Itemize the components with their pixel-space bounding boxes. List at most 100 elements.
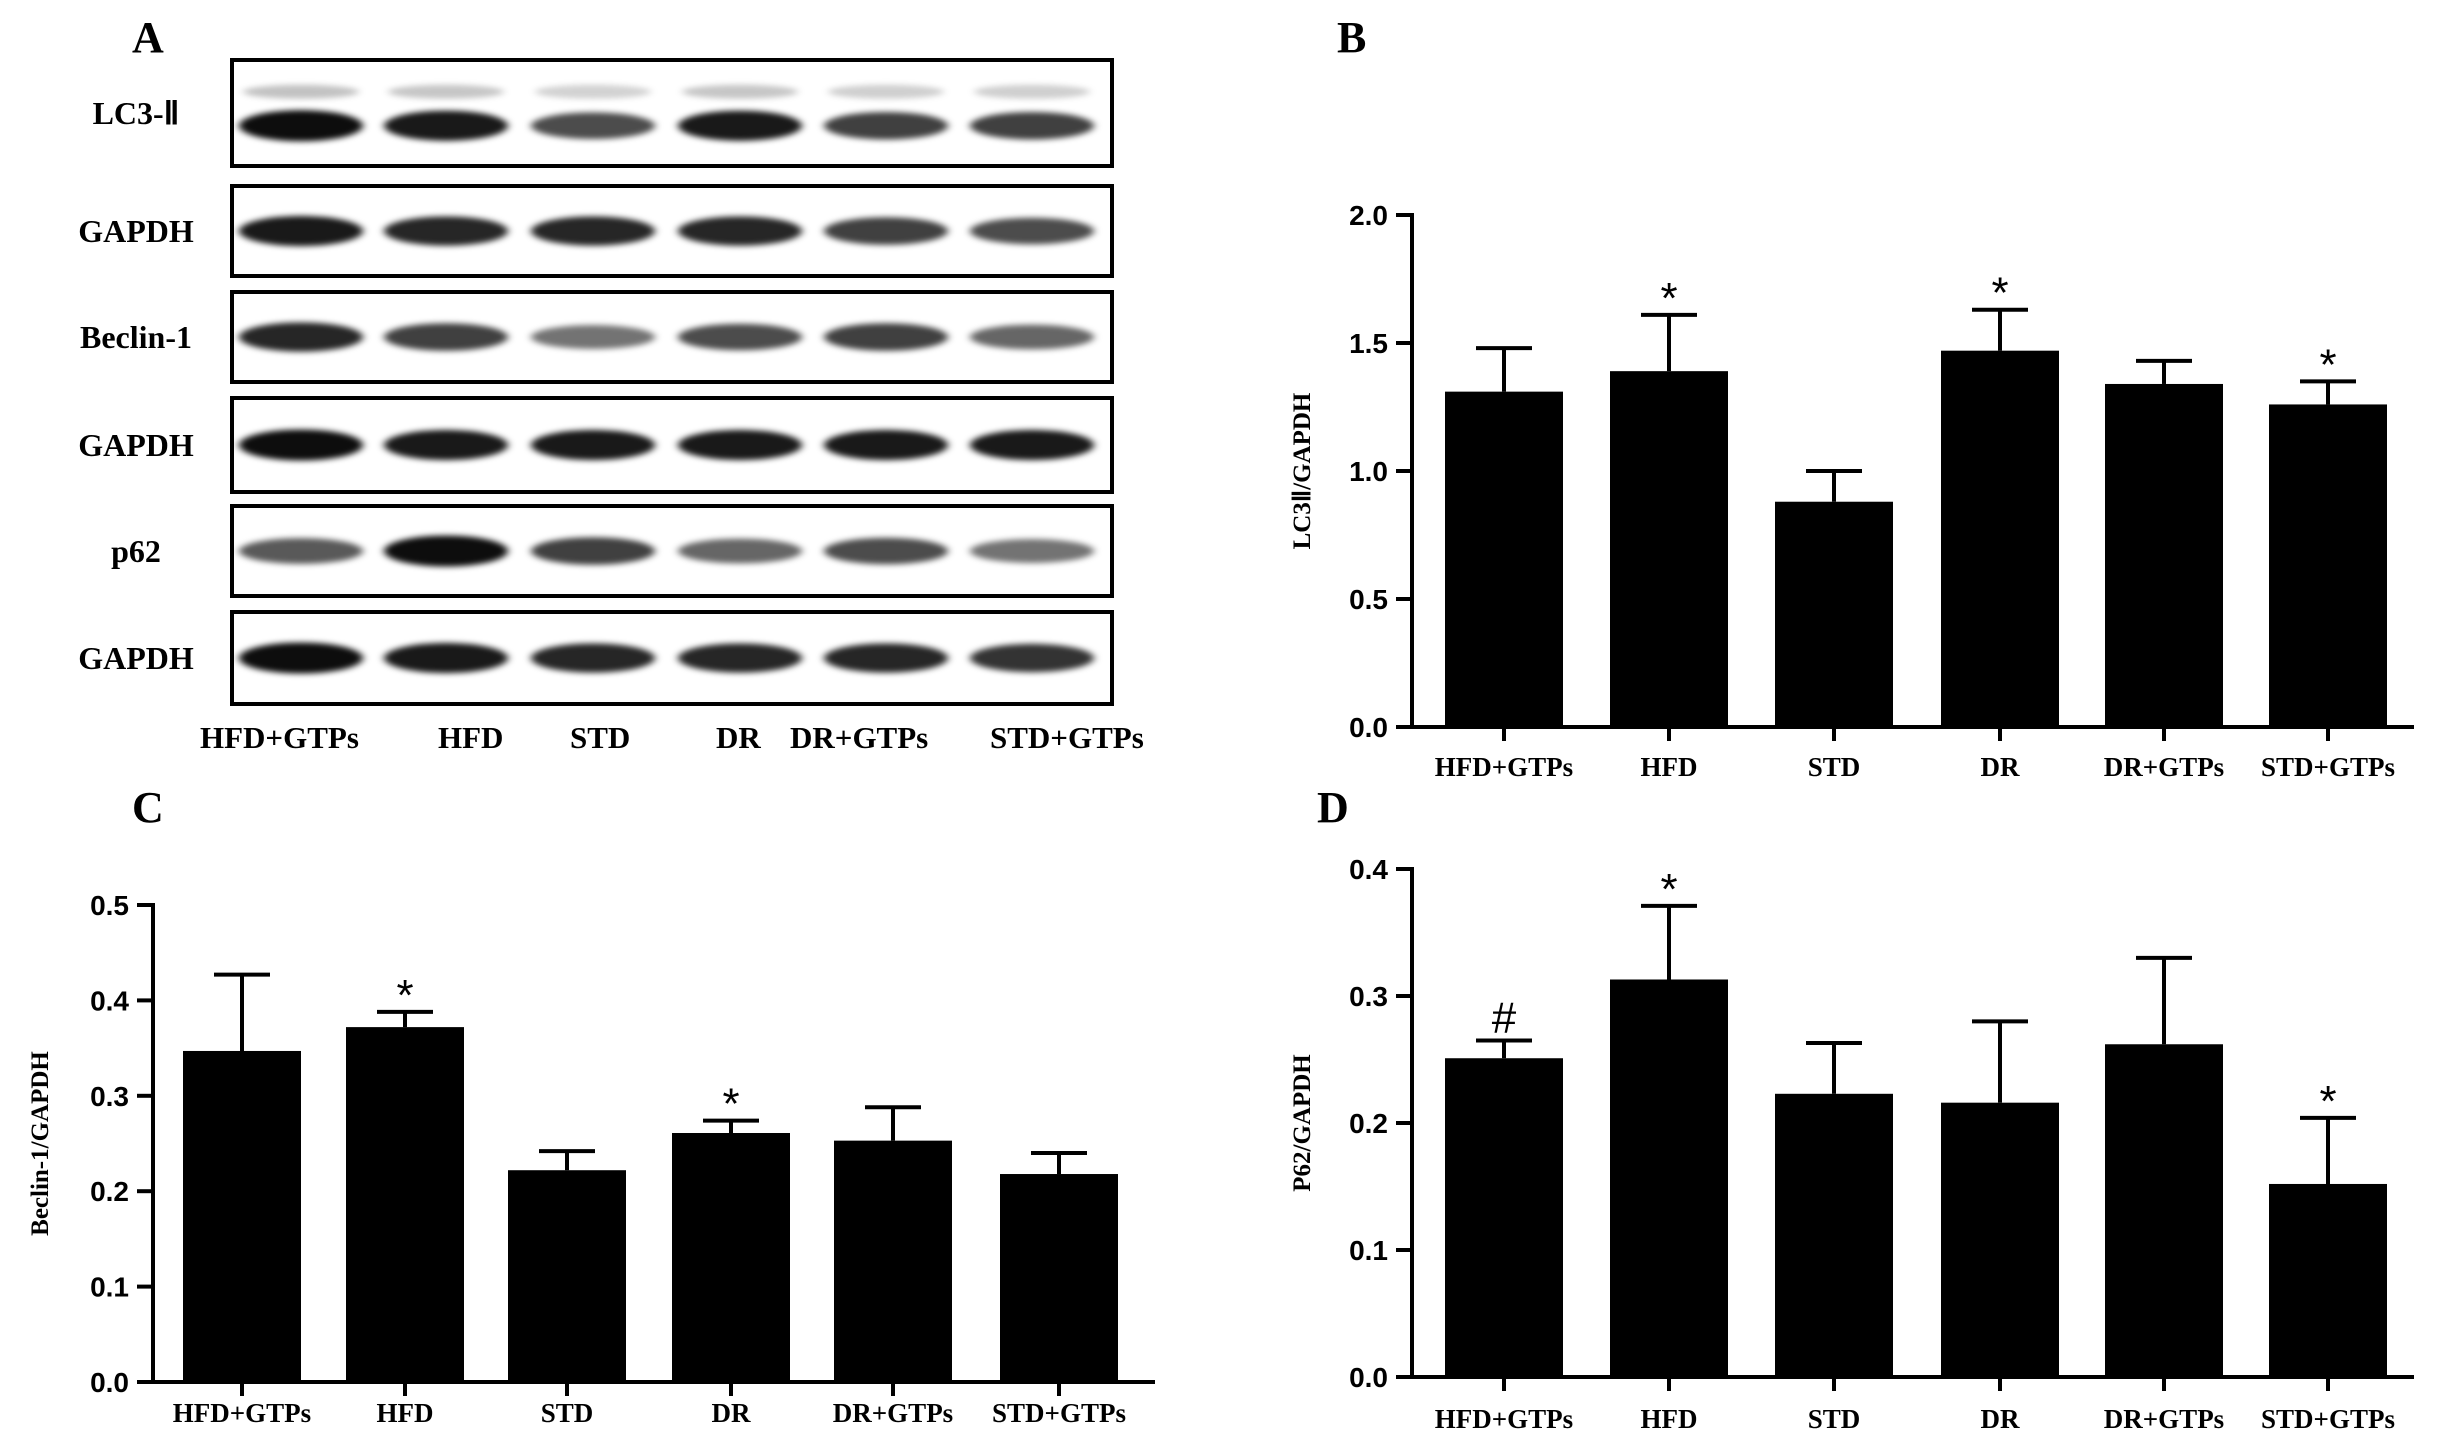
x-category-label: DR [1981,752,2020,782]
blot-band [239,642,363,674]
bar [1941,1102,2059,1377]
y-tick-label: 0.3 [1349,981,1388,1012]
x-category-label: STD+GTPs [2261,752,2395,782]
blot-band [239,110,363,142]
blot-band [824,429,948,461]
y-tick-label: 2.0 [1349,200,1388,231]
bar-chart-p62: 0.0 0.1 0.2 0.3 0.4 P62/GAPDH # HFD+GTPs * HFD STD… [1289,854,2414,1434]
blot-band-faint [828,84,944,99]
blot-band [239,429,363,461]
blot-band [531,325,655,349]
panel-c-letter: C [132,783,164,832]
blot-lane-label: DR [716,720,761,755]
blot-band [970,643,1094,673]
bar [1000,1174,1118,1382]
blot-band-label: p62 [111,533,161,569]
bar-chart-beclin: 0.0 0.1 0.2 0.3 0.4 0.5 Beclin-1/GAPDH HFD+GTPs… [27,890,1155,1428]
panel-a-letter: A [132,13,164,62]
y-tick-label: 0.5 [90,890,129,921]
x-category-label: STD [541,1398,594,1428]
y-tick-label: 0.2 [1349,1108,1388,1139]
y-tick-label: 0.3 [90,1081,129,1112]
significance-marker: # [1492,993,1517,1042]
bar [1775,501,1893,727]
bar [508,1170,626,1382]
blot-band-label: Beclin-1 [80,319,192,355]
x-category-label: STD [1808,752,1861,782]
blot-band [824,217,948,245]
blot-band [970,324,1094,350]
blot-band-faint [974,84,1090,99]
x-category-label: HFD [377,1398,434,1428]
y-tick-label: 0.4 [90,985,129,1016]
x-category-label: HFD+GTPs [173,1398,311,1428]
significance-marker: * [396,971,413,1020]
y-tick-label: 0.0 [1349,712,1388,743]
blot-box [230,610,1114,706]
blot-band [384,216,508,246]
blot-box [230,396,1114,494]
blot-band [239,322,363,352]
blot-box [230,290,1114,384]
bar [346,1027,464,1382]
bar [1610,371,1728,727]
significance-marker: * [1991,269,2008,318]
y-axis-label: P62/GAPDH [1289,1054,1316,1192]
blot-band-faint [388,84,504,99]
bar [1445,1058,1563,1377]
western-blot-panel: LC3-Ⅱ GAPDH Beclin-1 GAPDH p62 GAPDH HFD+GTPs H… [78,58,1144,755]
blot-band [824,111,948,140]
blot-band [678,429,802,461]
x-category-label: DR [712,1398,751,1428]
blot-band [824,643,948,673]
blot-lane-label: STD+GTPs [990,720,1144,755]
x-category-label: STD [1808,1404,1861,1434]
bar [1445,391,1563,727]
blot-band [384,535,508,567]
bar [1775,1093,1893,1377]
blot-lane-label: HFD+GTPs [200,720,359,755]
y-tick-label: 0.0 [1349,1362,1388,1393]
panel-b-letter: B [1337,13,1366,62]
x-category-label: DR [1981,1404,2020,1434]
x-category-label: STD+GTPs [2261,1404,2395,1434]
x-category-label: DR+GTPs [833,1398,953,1428]
blot-box [230,504,1114,598]
x-category-label: HFD [1641,752,1698,782]
blot-band [970,217,1094,245]
bar [672,1133,790,1382]
blot-box [230,184,1114,278]
blot-band [970,111,1094,140]
y-tick-label: 0.1 [1349,1235,1388,1266]
blot-band [678,643,802,673]
blot-band [531,643,655,673]
y-tick-label: 1.5 [1349,328,1388,359]
y-tick-label: 0.2 [90,1176,129,1207]
blot-band-faint [682,84,798,99]
blot-band [239,538,363,564]
blot-band [384,323,508,351]
y-axis-label: Beclin-1/GAPDH [27,1051,54,1236]
blot-band [824,537,948,565]
bar [834,1140,952,1382]
blot-lane-label: STD [570,720,630,755]
blot-band [678,538,802,564]
blot-band [384,642,508,674]
x-category-label: DR+GTPs [2104,752,2224,782]
y-tick-label: 0.5 [1349,584,1388,615]
x-category-label: HFD+GTPs [1435,752,1573,782]
blot-band [384,429,508,461]
blot-band [678,110,802,141]
blot-lane-label: HFD [438,720,503,755]
x-category-label: HFD [1641,1404,1698,1434]
blot-band [970,429,1094,461]
blot-band [824,323,948,351]
y-tick-label: 1.0 [1349,456,1388,487]
panel-d-letter: D [1317,783,1349,832]
x-category-label: HFD+GTPs [1435,1404,1573,1434]
x-category-label: DR+GTPs [2104,1404,2224,1434]
blot-band [384,110,508,141]
bar [183,1050,301,1382]
significance-marker: * [2319,340,2336,389]
